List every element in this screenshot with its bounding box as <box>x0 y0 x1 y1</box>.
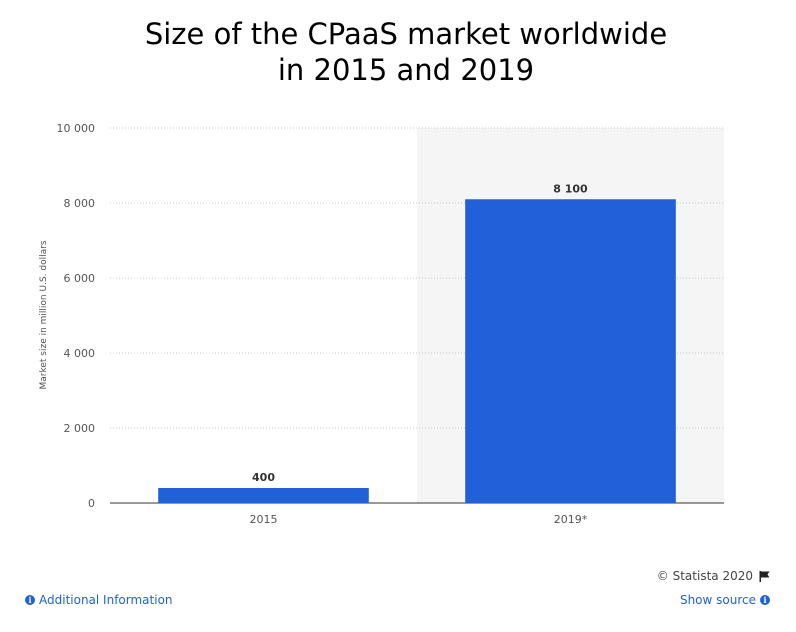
x-tick-label: 2015 <box>250 513 278 526</box>
additional-information-label: Additional Information <box>39 593 173 607</box>
bar <box>465 199 676 503</box>
y-tick-label: 0 <box>88 497 95 510</box>
y-tick-label: 6 000 <box>64 272 96 285</box>
additional-information-link[interactable]: i Additional Information <box>25 593 173 607</box>
y-tick-label: 2 000 <box>64 422 96 435</box>
show-source-label: Show source <box>679 593 756 607</box>
y-axis-label: Market size in million U.S. dollars <box>39 240 49 389</box>
bar-chart: 0 2 000 4 000 6 000 8 000 10 000 400 2015 8 100 2… <box>39 122 724 526</box>
info-icon: i <box>25 595 35 605</box>
credit-text: © Statista 2020 <box>656 569 753 583</box>
x-tick-label: 2019* <box>554 513 588 526</box>
info-icon: i <box>760 595 770 605</box>
y-tick-label: 8 000 <box>64 197 96 210</box>
chart-title-line-1: Size of the CPaaS market worldwide <box>144 17 668 51</box>
data-label: 8 100 <box>553 182 588 195</box>
chart-title: Size of the CPaaS market worldwide in 20… <box>0 16 796 88</box>
chart-title-line-2: in 2015 and 2019 <box>277 53 535 87</box>
statista-credit: © Statista 2020 <box>657 569 770 583</box>
data-label: 400 <box>252 471 275 484</box>
y-tick-label: 4 000 <box>64 347 96 360</box>
show-source-link[interactable]: Show source i <box>680 593 770 607</box>
y-tick-label: 10 000 <box>57 122 96 135</box>
flag-icon[interactable] <box>759 570 770 582</box>
bar <box>158 488 369 503</box>
